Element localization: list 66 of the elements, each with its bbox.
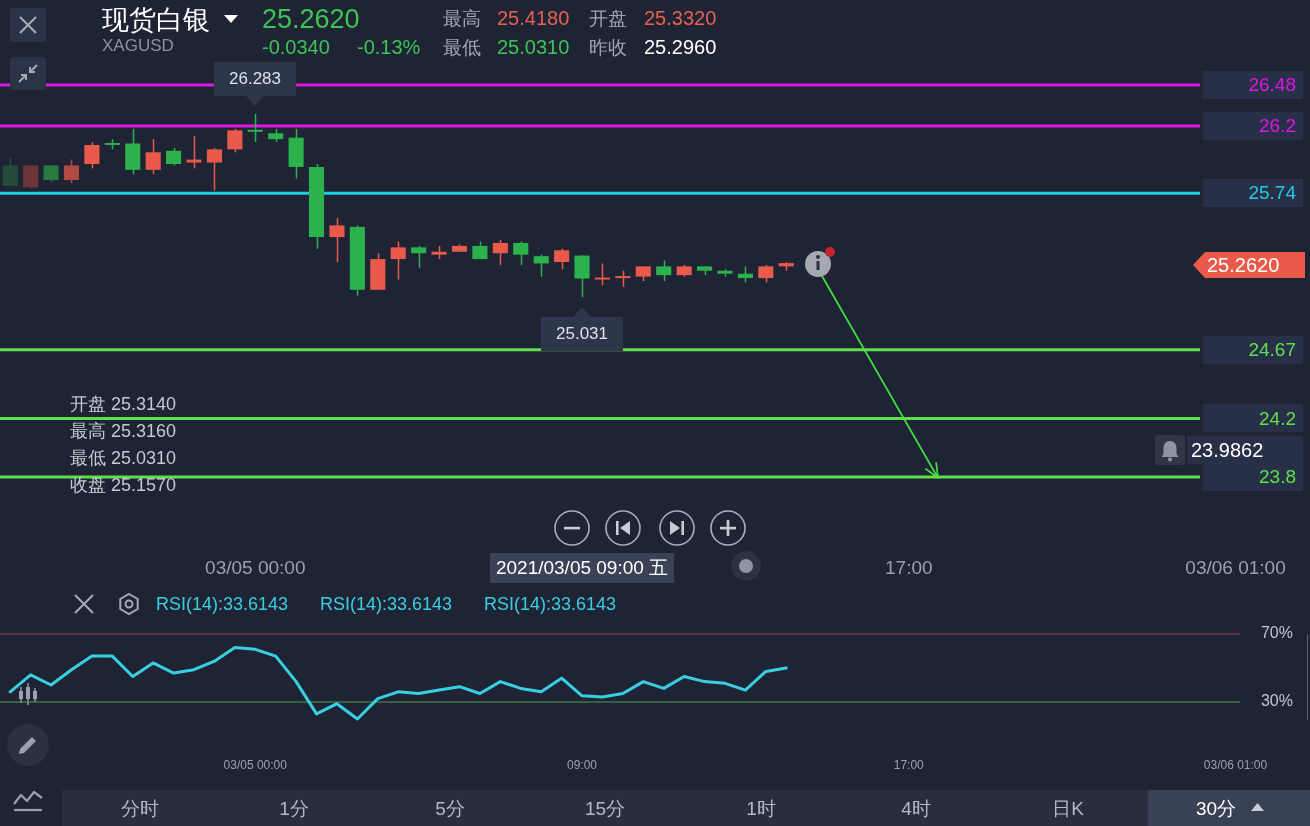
text: RSI(14):33.6143 <box>320 593 453 615</box>
candlestick <box>554 248 570 271</box>
candlestick <box>23 164 39 190</box>
candlestick <box>574 254 590 298</box>
text: RSI(14):33.6143 <box>484 593 617 615</box>
candlestick <box>656 259 672 282</box>
x-tick-label: 03/06 01:00 <box>1185 556 1286 578</box>
candlestick <box>594 262 610 287</box>
text: 30分 <box>1195 796 1237 820</box>
text: 开盘 <box>589 6 627 30</box>
candlestick <box>63 158 80 184</box>
candlestick <box>492 239 508 266</box>
x-tick-label: 03/06 01:00 <box>1203 757 1268 772</box>
candlestick <box>329 217 345 263</box>
ref-line-label: 23.8 <box>1259 466 1296 488</box>
text: 23.9862 <box>1191 438 1264 461</box>
text: 最低 <box>443 35 481 59</box>
text: 最高 <box>443 6 481 30</box>
annotation: 26.283 <box>229 69 281 89</box>
y-tick-label: 70% <box>1260 624 1293 642</box>
text: -0.13% <box>357 35 421 59</box>
text: RSI(14):33.6143 <box>156 593 289 615</box>
text: -0.0340 <box>262 35 330 59</box>
candlestick <box>227 128 243 154</box>
candlestick <box>533 253 549 278</box>
candlestick <box>247 113 263 143</box>
text: 昨收 <box>589 35 627 59</box>
candlestick <box>2 157 18 189</box>
chart-subtitle: XAGUSD <box>102 36 174 56</box>
x-tick-label: 03/05 00:00 <box>223 757 288 772</box>
text: 收盘 25.1570 <box>70 474 177 496</box>
chart-title: 现货白银 <box>102 4 210 36</box>
text: 1时 <box>746 796 776 820</box>
text: 15分 <box>584 796 626 820</box>
text: 分时 <box>121 796 159 820</box>
candlestick <box>84 141 100 170</box>
text: 25.4180 <box>497 6 570 30</box>
text: 5分 <box>435 796 465 820</box>
x-tick-label: 17:00 <box>893 757 925 772</box>
x-tick-label: 17:00 <box>885 556 933 578</box>
candlestick <box>186 135 202 170</box>
x-tick-label: 09:00 <box>567 757 598 772</box>
candlestick <box>145 138 161 175</box>
ref-line-label: 26.2 <box>1259 115 1296 137</box>
text: 日K <box>1052 796 1084 820</box>
candlestick <box>411 245 427 269</box>
text: 最高 25.3160 <box>70 420 177 442</box>
text: 1分 <box>279 796 309 820</box>
annotation: 25.031 <box>556 324 608 344</box>
ref-line-label: 24.2 <box>1259 407 1296 429</box>
text: 25.3320 <box>644 6 717 30</box>
ref-line-label: 25.74 <box>1248 182 1297 204</box>
text: 25.0310 <box>497 35 570 59</box>
candlestick <box>513 240 529 266</box>
candlestick <box>206 147 222 192</box>
text: 25.2620 <box>262 3 360 35</box>
text: 最低 25.0310 <box>70 447 177 469</box>
text: 4时 <box>901 796 931 820</box>
text: 25.2960 <box>644 35 717 59</box>
x-tick-label: 03/05 00:00 <box>205 556 306 578</box>
y-tick-label: 30% <box>1260 692 1293 710</box>
annotation: 25.2620 <box>1207 253 1280 276</box>
ref-line-label: 26.48 <box>1248 74 1296 96</box>
ref-line-label: 24.67 <box>1248 338 1296 360</box>
candlestick <box>390 240 406 281</box>
text: 开盘 25.3140 <box>70 393 177 415</box>
